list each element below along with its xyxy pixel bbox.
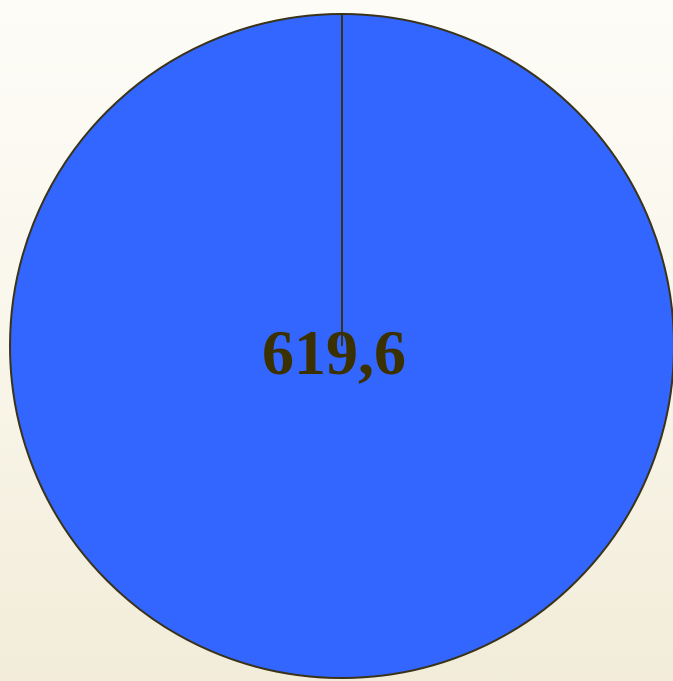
pie-labels: 619,6 [262, 317, 406, 388]
slice-data-label: 619,6 [262, 317, 406, 388]
pie-slices [9, 13, 673, 679]
